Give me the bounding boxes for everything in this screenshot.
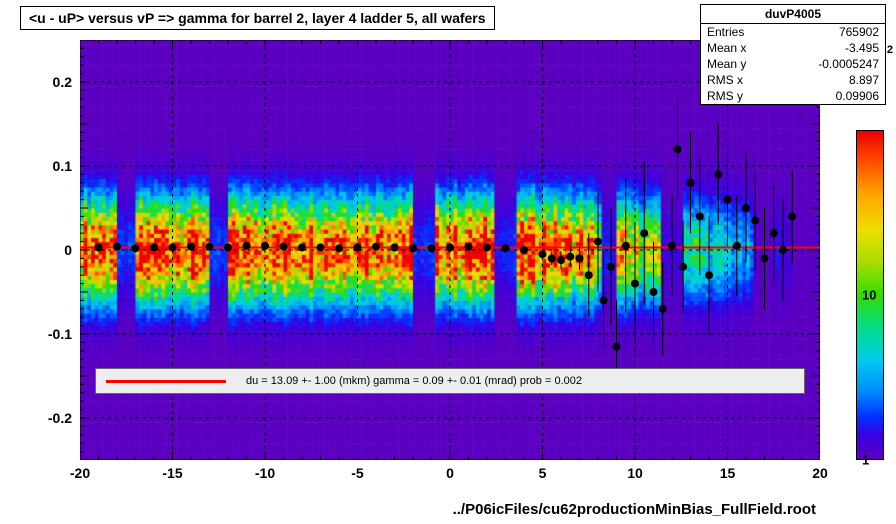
footer-path: ../P06icFiles/cu62productionMinBias_Full…	[453, 501, 816, 518]
colorbar-top-exp: 2	[887, 44, 893, 56]
profile-point	[742, 204, 750, 212]
profile-point	[224, 243, 232, 251]
stats-row: RMS y0.09906	[701, 88, 885, 104]
x-tick-label: 15	[720, 465, 736, 481]
profile-point	[206, 243, 214, 251]
x-tick-label: -5	[351, 465, 363, 481]
x-tick-label: 10	[627, 465, 643, 481]
profile-point	[548, 254, 556, 262]
y-tick-label: 0.2	[12, 74, 72, 90]
profile-point	[483, 243, 491, 251]
profile-point	[169, 243, 177, 251]
profile-point	[779, 246, 787, 254]
profile-point	[132, 244, 140, 252]
x-tick-label: 20	[812, 465, 828, 481]
profile-point	[539, 250, 547, 258]
profile-point	[733, 242, 741, 250]
stats-row: Entries765902	[701, 24, 885, 40]
profile-point	[631, 280, 639, 288]
profile-point	[557, 256, 565, 264]
profile-point	[650, 288, 658, 296]
profile-point	[391, 243, 399, 251]
profile-point	[585, 271, 593, 279]
profile-point	[679, 263, 687, 271]
profile-point	[751, 217, 759, 225]
profile-point	[446, 243, 454, 251]
profile-point	[150, 243, 158, 251]
x-tick-label: -15	[162, 465, 182, 481]
colorbar-tick-label: 1	[862, 453, 869, 468]
x-tick-label: 5	[539, 465, 547, 481]
stats-row: RMS x8.897	[701, 72, 885, 88]
profile-point	[502, 244, 510, 252]
profile-point	[465, 243, 473, 251]
profile-point	[770, 229, 778, 237]
profile-point	[674, 145, 682, 153]
stats-name: duvP4005	[701, 5, 885, 24]
profile-point	[714, 170, 722, 178]
profile-point	[298, 243, 306, 251]
profile-point	[724, 196, 732, 204]
profile-point	[600, 296, 608, 304]
profile-point	[520, 246, 528, 254]
profile-point	[668, 242, 676, 250]
profile-point	[428, 244, 436, 252]
profile-point	[113, 243, 121, 251]
profile-point	[409, 244, 417, 252]
stats-row: Mean x-3.495	[701, 40, 885, 56]
profile-point	[280, 243, 288, 251]
profile-point	[696, 212, 704, 220]
profile-point	[372, 243, 380, 251]
stats-row: Mean y-0.0005247	[701, 56, 885, 72]
profile-point	[659, 305, 667, 313]
profile-point	[761, 254, 769, 262]
x-tick-label: -10	[255, 465, 275, 481]
profile-point	[705, 271, 713, 279]
profile-point	[317, 243, 325, 251]
colorbar-tick-label: 10	[862, 288, 876, 303]
profile-point	[613, 343, 621, 351]
profile-point	[687, 179, 695, 187]
plot-title: <u - uP> versus vP => gamma for barrel 2…	[20, 6, 495, 30]
profile-point	[576, 254, 584, 262]
x-tick-label: 0	[446, 465, 454, 481]
y-tick-label: 0	[12, 242, 72, 258]
profile-point	[243, 242, 251, 250]
profile-point	[607, 263, 615, 271]
profile-point	[788, 212, 796, 220]
profile-point	[187, 243, 195, 251]
legend-line-sample	[106, 380, 226, 383]
profile-point	[335, 244, 343, 252]
profile-point	[566, 253, 574, 261]
legend-text: du = 13.09 +- 1.00 (mkm) gamma = 0.09 +-…	[246, 375, 582, 387]
fit-legend: du = 13.09 +- 1.00 (mkm) gamma = 0.09 +-…	[95, 368, 805, 394]
profile-point	[640, 229, 648, 237]
profile-point	[95, 243, 103, 251]
profile-point	[622, 242, 630, 250]
profile-point	[594, 238, 602, 246]
y-tick-label: -0.1	[12, 326, 72, 342]
profile-point	[261, 242, 269, 250]
y-tick-label: 0.1	[12, 158, 72, 174]
stats-box: duvP4005 Entries765902Mean x-3.495Mean y…	[700, 4, 886, 105]
x-tick-label: -20	[70, 465, 90, 481]
profile-point	[354, 243, 362, 251]
y-tick-label: -0.2	[12, 410, 72, 426]
